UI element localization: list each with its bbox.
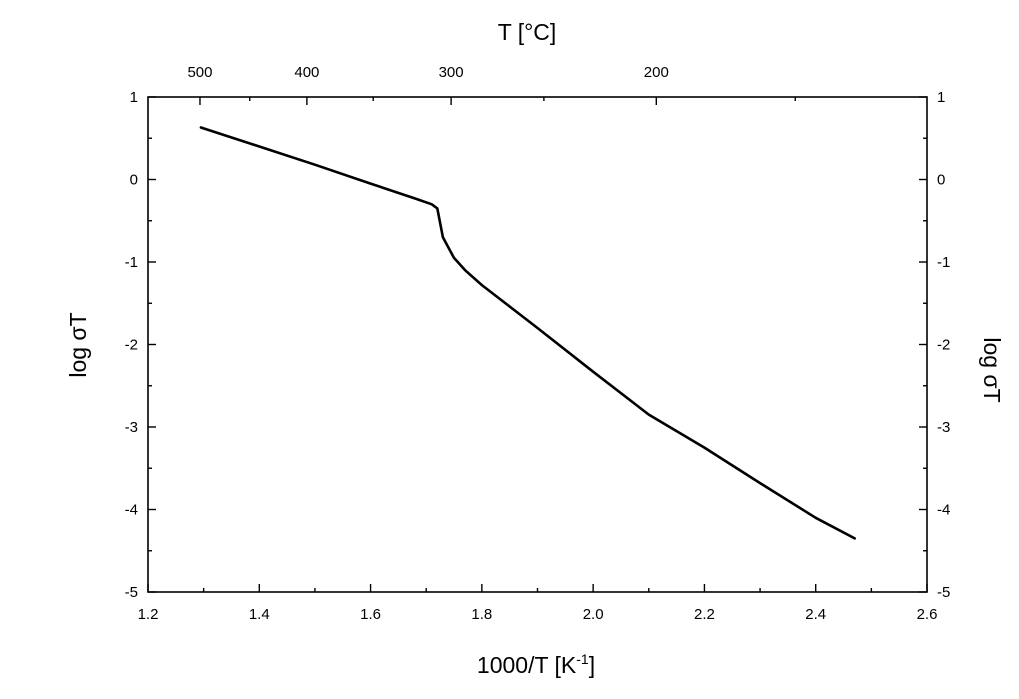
x-tick-label: 1.8 — [471, 606, 492, 623]
y-tick-label: -5 — [125, 584, 138, 601]
top-tick-label: 300 — [439, 64, 464, 81]
x-axis-title-main: 1000/T [K — [477, 652, 577, 678]
y-right-tick-label: -1 — [937, 254, 950, 271]
y-right-tick-label: -2 — [937, 337, 950, 354]
x-tick-label: 2.6 — [917, 606, 938, 623]
bottom-axis-ticks: 1.2 1.4 1.6 1.8 2.0 2.2 2.4 2.6 — [138, 584, 938, 623]
y-tick-label: -4 — [125, 502, 138, 519]
x-tick-label: 2.4 — [805, 606, 826, 623]
x-axis-title-suffix: ] — [589, 652, 595, 678]
y-right-tick-label: 0 — [937, 172, 945, 189]
y-axis-title-right: log σT — [979, 337, 1005, 402]
top-axis-title: T [°C] — [498, 19, 557, 45]
x-tick-label: 2.0 — [583, 606, 604, 623]
y-tick-label: -1 — [125, 254, 138, 271]
top-tick-label: 400 — [294, 64, 319, 81]
y-right-tick-label: 1 — [937, 89, 945, 106]
series-line — [199, 126, 857, 540]
x-tick-label: 1.2 — [138, 606, 159, 623]
y-tick-label: 0 — [130, 172, 138, 189]
y-tick-label: 1 — [130, 89, 138, 106]
left-axis-ticks: -5 -4 -3 -2 -1 0 1 — [125, 89, 156, 601]
top-axis-ticks: 500 400 300 200 — [187, 64, 796, 105]
top-tick-label: 200 — [644, 64, 669, 81]
top-tick-label: 500 — [187, 64, 212, 81]
y-tick-label: -2 — [125, 337, 138, 354]
y-right-tick-label: -4 — [937, 502, 950, 519]
series-layer — [199, 126, 857, 540]
x-tick-label: 2.2 — [694, 606, 715, 623]
plot-frame — [147, 96, 928, 593]
x-tick-label: 1.6 — [360, 606, 381, 623]
y-right-tick-label: -3 — [937, 419, 950, 436]
y-right-tick-label: -5 — [937, 584, 950, 601]
x-axis-title: 1000/T [K-1] — [477, 651, 595, 678]
x-tick-label: 1.4 — [249, 606, 270, 623]
y-axis-title: log σT — [65, 312, 91, 377]
right-axis-ticks: -5 -4 -3 -2 -1 0 1 — [919, 89, 950, 601]
y-tick-label: -3 — [125, 419, 138, 436]
x-axis-title-superscript: -1 — [576, 651, 589, 667]
